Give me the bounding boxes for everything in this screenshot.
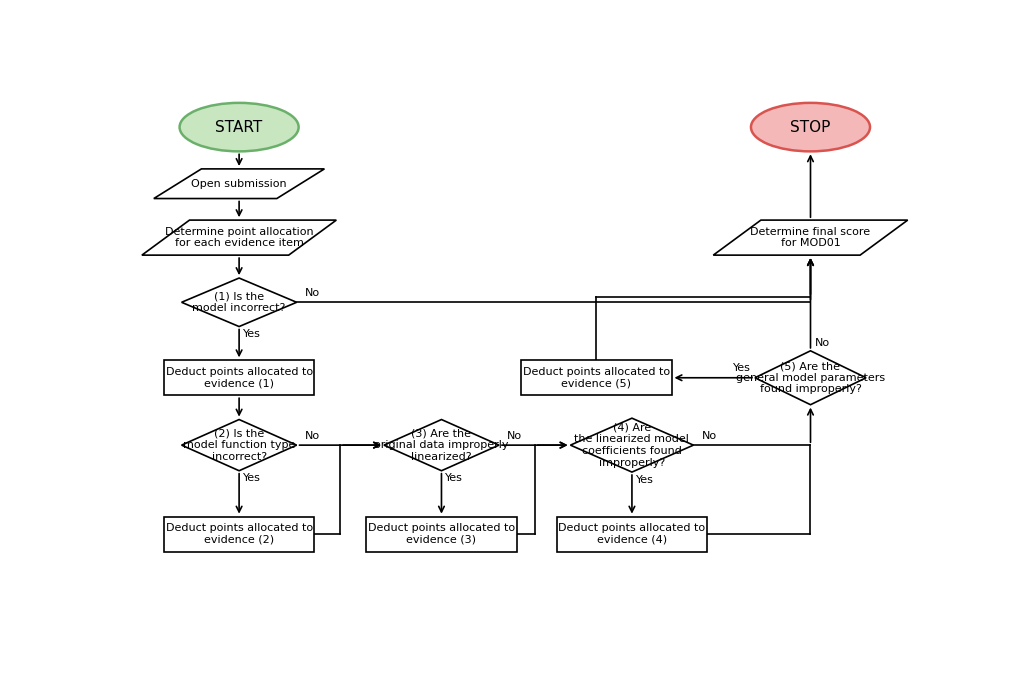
Text: Deduct points allocated to
evidence (2): Deduct points allocated to evidence (2) bbox=[166, 524, 312, 545]
Polygon shape bbox=[142, 220, 336, 255]
Text: Determine final score
for MOD01: Determine final score for MOD01 bbox=[751, 227, 870, 248]
Polygon shape bbox=[570, 418, 693, 472]
Text: Determine point allocation
for each evidence item: Determine point allocation for each evid… bbox=[165, 227, 313, 248]
Text: Deduct points allocated to
evidence (3): Deduct points allocated to evidence (3) bbox=[368, 524, 515, 545]
Text: (3) Are the
original data improperly
linearized?: (3) Are the original data improperly lin… bbox=[374, 428, 509, 462]
Polygon shape bbox=[755, 351, 866, 405]
Text: Deduct points allocated to
evidence (1): Deduct points allocated to evidence (1) bbox=[166, 367, 312, 389]
Ellipse shape bbox=[179, 103, 299, 151]
Ellipse shape bbox=[751, 103, 870, 151]
Text: Yes: Yes bbox=[445, 473, 463, 484]
Text: Yes: Yes bbox=[243, 329, 261, 340]
Bar bbox=[164, 360, 314, 395]
Text: (4) Are
the linearized model
coefficients found
improperly?: (4) Are the linearized model coefficient… bbox=[574, 423, 689, 468]
Polygon shape bbox=[384, 419, 499, 470]
Text: Open submission: Open submission bbox=[191, 178, 287, 189]
Polygon shape bbox=[181, 419, 297, 470]
Text: Yes: Yes bbox=[636, 475, 653, 485]
Text: No: No bbox=[304, 288, 319, 298]
Bar bbox=[164, 517, 314, 552]
Bar bbox=[557, 517, 708, 552]
Text: Deduct points allocated to
evidence (4): Deduct points allocated to evidence (4) bbox=[558, 524, 706, 545]
Text: No: No bbox=[701, 430, 717, 441]
Polygon shape bbox=[154, 169, 325, 199]
Text: Yes: Yes bbox=[243, 473, 261, 484]
Text: No: No bbox=[507, 430, 522, 441]
Bar bbox=[521, 360, 672, 395]
Text: START: START bbox=[215, 120, 263, 134]
Polygon shape bbox=[181, 278, 297, 326]
Text: No: No bbox=[814, 338, 829, 348]
Text: (5) Are the
general model parameters
found improperly?: (5) Are the general model parameters fou… bbox=[736, 361, 885, 394]
Text: (1) Is the
model incorrect?: (1) Is the model incorrect? bbox=[193, 291, 286, 313]
Bar bbox=[367, 517, 517, 552]
Text: Deduct points allocated to
evidence (5): Deduct points allocated to evidence (5) bbox=[522, 367, 670, 389]
Text: STOP: STOP bbox=[791, 120, 830, 134]
Text: No: No bbox=[304, 430, 319, 441]
Polygon shape bbox=[714, 220, 907, 255]
Text: (2) Is the
model function type
incorrect?: (2) Is the model function type incorrect… bbox=[183, 428, 295, 462]
Text: Yes: Yes bbox=[733, 363, 751, 373]
